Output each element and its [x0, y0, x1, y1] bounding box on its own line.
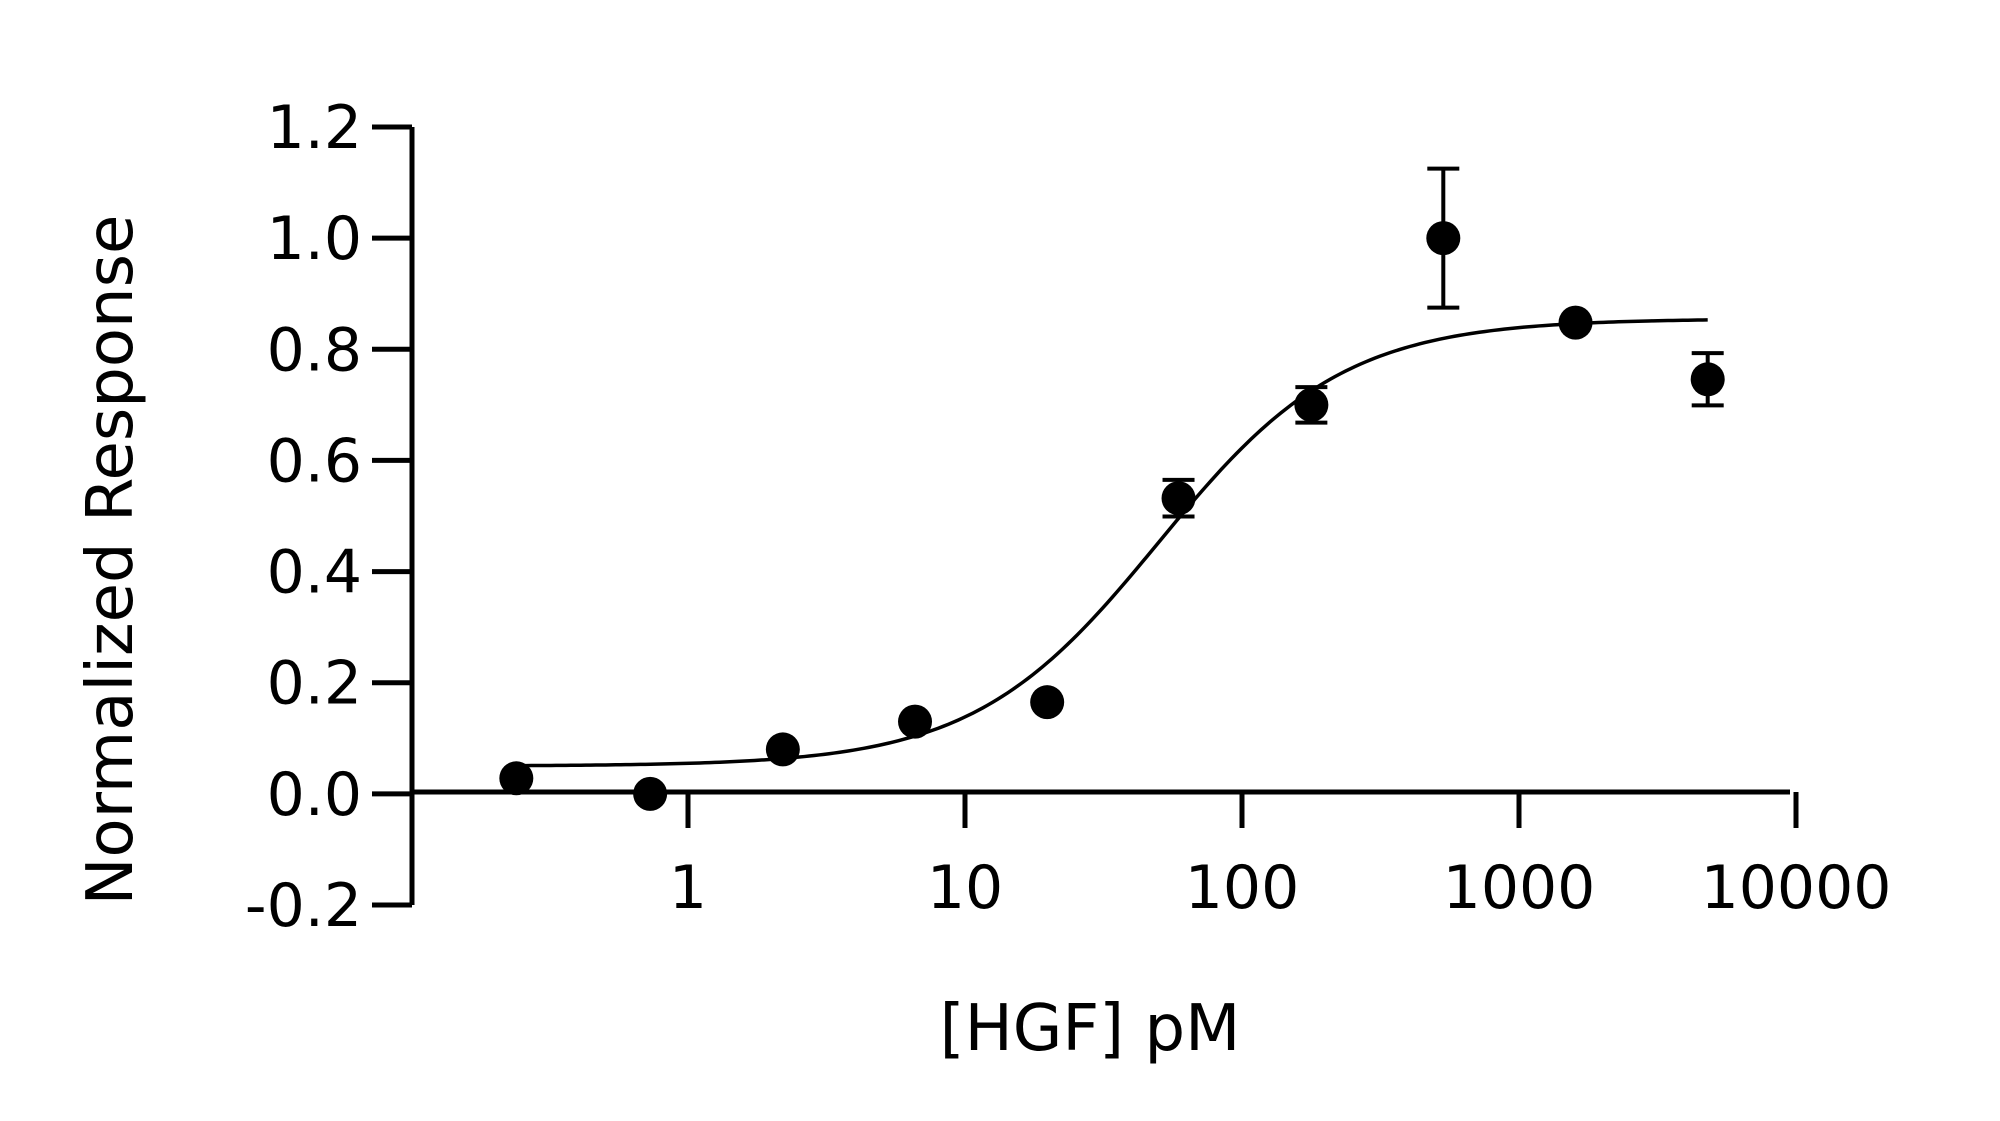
data-point — [1426, 221, 1461, 256]
data-point — [499, 761, 534, 796]
data-point — [1161, 481, 1196, 516]
x-tick-label: 10 — [927, 853, 1003, 923]
data-point — [1558, 305, 1593, 340]
data-point — [765, 732, 800, 767]
y-tick-label: 0.4 — [267, 538, 362, 608]
data-point — [1294, 387, 1329, 422]
x-axis-title: [HGF] pM — [940, 992, 1241, 1066]
data-points — [499, 166, 1725, 811]
y-tick-label: 0.8 — [267, 315, 362, 385]
y-tick-label: -0.2 — [245, 871, 362, 941]
x-tick-label: 100 — [1185, 853, 1300, 923]
data-point — [1690, 362, 1725, 397]
y-tick-label: 1.0 — [267, 204, 362, 274]
y-axis-title: Normalized Response — [74, 215, 148, 906]
data-point — [898, 704, 933, 739]
data-point — [633, 776, 668, 811]
fit-curve-group — [516, 318, 1708, 768]
axes: -0.2 0.0 0.2 0.4 0.6 0.8 1.0 1.2 1 10 100 1000 10000 — [245, 93, 1892, 941]
x-tick-label: 1000 — [1443, 853, 1596, 923]
y-tick-label: 1.2 — [267, 93, 362, 163]
y-tick-label: 0.0 — [267, 760, 362, 830]
y-tick-label: 0.6 — [267, 426, 362, 496]
x-tick-label: 10000 — [1701, 853, 1892, 923]
data-point — [1030, 685, 1065, 720]
y-tick-label: 0.2 — [267, 649, 362, 719]
fit-curve — [516, 318, 1708, 768]
x-tick-label: 1 — [669, 853, 707, 923]
